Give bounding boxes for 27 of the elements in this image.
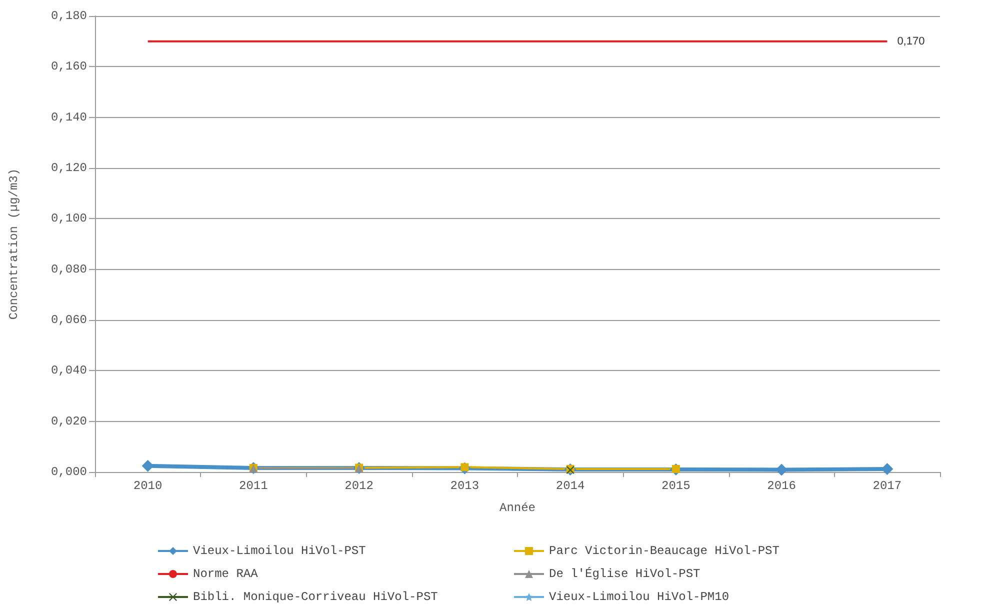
y-tick-label: 0,060: [50, 313, 87, 327]
x-tick-label: 2017: [872, 479, 902, 493]
data-label: 0,170: [897, 35, 925, 48]
y-tick-label: 0,160: [50, 60, 87, 74]
y-tick-label: 0,140: [50, 110, 87, 124]
legend-label: Bibli. Monique-Corriveau HiVol-PST: [193, 590, 438, 604]
x-tick-label: 2012: [344, 479, 374, 493]
y-tick-label: 0,180: [50, 9, 87, 23]
legend-label: Vieux-Limoilou HiVol-PM10: [549, 590, 730, 604]
legend-label: Vieux-Limoilou HiVol-PST: [193, 544, 366, 558]
y-tick-label: 0,020: [50, 414, 87, 428]
x-tick-label: 2011: [239, 479, 268, 493]
x-tick-label: 2016: [767, 479, 796, 493]
y-tick-label: 0,100: [50, 212, 87, 226]
y-tick-label: 0,040: [50, 364, 87, 378]
x-tick-label: 2010: [133, 479, 162, 493]
y-tick-label: 0,000: [50, 465, 87, 479]
y-axis-title: Concentration (µg/m3): [7, 168, 21, 320]
legend-label: Parc Victorin-Beaucage HiVol-PST: [549, 544, 780, 558]
y-tick-label: 0,120: [50, 161, 87, 175]
y-tick-label: 0,080: [50, 262, 87, 276]
x-tick-label: 2014: [556, 479, 585, 493]
x-tick-label: 2015: [662, 479, 690, 493]
legend-label: De l'Église HiVol-PST: [549, 567, 700, 581]
x-axis-title: Année: [499, 501, 536, 515]
x-tick-label: 2013: [450, 479, 480, 493]
legend-label: Norme RAA: [193, 567, 259, 581]
